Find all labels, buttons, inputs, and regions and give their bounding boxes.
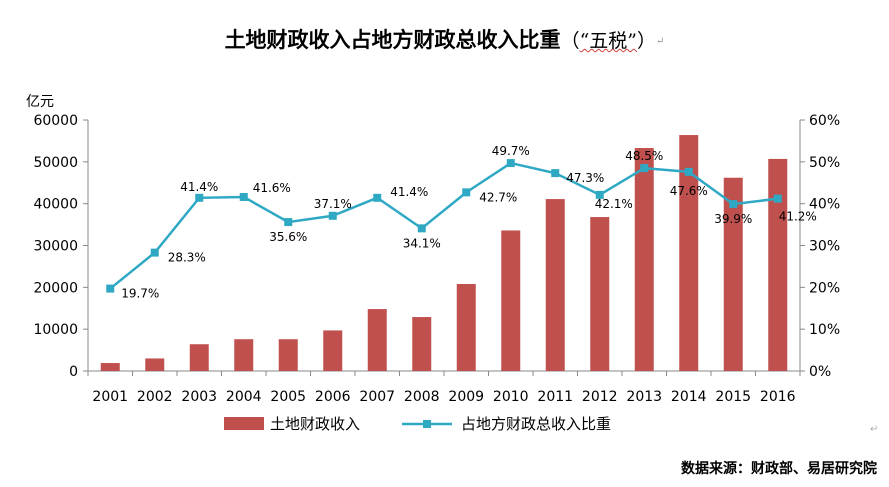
data-label-share: 42.7% xyxy=(479,190,517,204)
chart-title-main: 土地财政收入占地方财政总收入比重 xyxy=(224,27,561,52)
bar-land-revenue xyxy=(234,339,254,371)
y-tick-label-left: 60000 xyxy=(33,113,78,129)
bar-land-revenue xyxy=(100,363,120,371)
y-tick-label-right: 20% xyxy=(809,280,840,296)
line-point-share xyxy=(284,218,293,227)
bar-land-revenue xyxy=(590,217,610,371)
legend-swatch-line-marker xyxy=(423,420,431,428)
y-tick-label-right: 50% xyxy=(809,155,840,171)
y-tick-label-left: 50000 xyxy=(33,155,78,171)
data-label-share: 41.2% xyxy=(779,210,817,224)
data-label-share: 49.7% xyxy=(492,144,530,158)
data-label-share: 47.6% xyxy=(670,184,708,198)
x-tick-label: 2008 xyxy=(404,389,440,405)
bar-land-revenue xyxy=(456,283,476,371)
x-tick-label: 2012 xyxy=(582,389,618,405)
x-tick-label: 2005 xyxy=(270,389,306,405)
line-point-share xyxy=(551,169,560,178)
legend-label-bar: 土地财政收入 xyxy=(270,415,360,433)
line-point-share xyxy=(373,193,382,202)
bar-land-revenue xyxy=(323,330,343,371)
bar-land-revenue xyxy=(634,148,654,371)
x-tick-label: 2016 xyxy=(760,389,796,405)
legend-label-line: 占地方财政总收入比重 xyxy=(461,415,611,433)
line-share-of-revenue xyxy=(109,161,778,290)
bar-land-revenue xyxy=(145,358,165,371)
bar-land-revenue xyxy=(189,344,209,371)
y-tick-label-left: 20000 xyxy=(33,280,78,296)
line-point-share xyxy=(239,192,248,201)
bar-land-revenue xyxy=(367,309,387,371)
line-point-share xyxy=(729,200,738,209)
line-point-share xyxy=(106,284,115,293)
data-label-share: 34.1% xyxy=(403,236,441,250)
y-tick-label-right: 30% xyxy=(809,239,840,255)
x-tick-label: 2002 xyxy=(137,389,173,405)
data-label-share: 41.6% xyxy=(253,181,291,195)
line-point-share xyxy=(417,224,426,233)
line-point-share xyxy=(506,159,515,168)
x-tick-label: 2001 xyxy=(92,389,128,405)
data-label-share: 41.4% xyxy=(180,180,218,194)
data-label-share: 35.6% xyxy=(269,230,307,244)
x-tick-label: 2004 xyxy=(226,389,262,405)
bar-land-revenue xyxy=(412,317,432,371)
data-label-share: 28.3% xyxy=(168,251,206,265)
data-label-share: 41.4% xyxy=(390,185,428,199)
line-point-share xyxy=(150,248,159,257)
y-tick-label-right: 60% xyxy=(809,113,840,129)
y-tick-label-left: 0 xyxy=(69,364,78,380)
line-point-share xyxy=(595,190,604,199)
line-point-share xyxy=(462,188,471,197)
y-tick-label-left: 40000 xyxy=(33,197,78,213)
x-tick-label: 2007 xyxy=(359,389,395,405)
y-tick-label-right: 40% xyxy=(809,197,840,213)
data-label-share: 42.1% xyxy=(595,197,633,211)
x-tick-label: 2006 xyxy=(315,389,351,405)
data-label-share: 47.3% xyxy=(566,171,604,185)
x-tick-label: 2014 xyxy=(671,389,707,405)
line-point-share xyxy=(195,193,204,202)
x-tick-label: 2015 xyxy=(715,389,751,405)
bar-land-revenue xyxy=(501,230,521,371)
x-tick-label: 2013 xyxy=(626,389,662,405)
y-tick-label-left: 30000 xyxy=(33,239,78,255)
data-label-share: 39.9% xyxy=(714,212,752,226)
x-tick-label: 2009 xyxy=(448,389,484,405)
x-tick-label: 2003 xyxy=(181,389,217,405)
edge-paragraph-mark: ↵ xyxy=(870,424,879,435)
x-tick-label: 2010 xyxy=(493,389,529,405)
bar-land-revenue xyxy=(768,158,788,371)
y-tick-label-right: 0% xyxy=(809,364,831,380)
x-tick-label: 2011 xyxy=(537,389,573,405)
paragraph-mark: ↵ xyxy=(656,36,665,47)
line-point-share xyxy=(328,211,337,220)
data-label-share: 48.5% xyxy=(625,149,663,163)
line-point-share xyxy=(773,194,782,203)
line-point-share xyxy=(640,164,649,173)
chart-title-paren-open: （ xyxy=(560,30,580,52)
bar-land-revenue xyxy=(723,177,743,371)
line-point-share xyxy=(684,167,693,176)
data-label-share: 37.1% xyxy=(314,197,352,211)
source-note: 数据来源：财政部、易居研究院 xyxy=(681,461,877,477)
chart-title: 土地财政收入占地方财政总收入比重（“五税”）↵ xyxy=(0,24,889,54)
data-label-share: 19.7% xyxy=(121,287,159,301)
chart-title-paren-close: ） xyxy=(637,30,657,52)
legend-swatch-bar xyxy=(224,417,264,430)
bar-land-revenue xyxy=(545,199,565,371)
y-tick-label-left: 10000 xyxy=(33,322,78,338)
y-axis-unit-label: 亿元 xyxy=(26,94,54,110)
chart-title-quoted: “五税” xyxy=(579,30,638,52)
bar-land-revenue xyxy=(278,339,298,371)
y-tick-label-right: 10% xyxy=(809,322,840,338)
bar-land-revenue xyxy=(679,135,699,371)
